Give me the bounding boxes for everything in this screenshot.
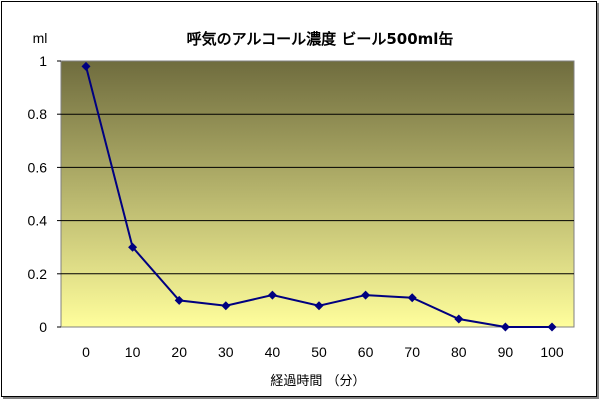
- y-axis-ticks: 0 0.2 0.4 0.6 0.8 1: [28, 53, 61, 335]
- data-point: [128, 242, 138, 252]
- x-tick-label: 20: [171, 344, 187, 360]
- y-tick-label: 0.4: [28, 213, 48, 229]
- y-tick-label: 0: [39, 319, 47, 335]
- gridlines: [61, 113, 574, 275]
- data-point: [81, 61, 91, 71]
- x-tick-label: 60: [358, 344, 374, 360]
- data-point: [314, 301, 324, 311]
- x-tick-label: 40: [265, 344, 281, 360]
- data-point: [454, 314, 464, 324]
- data-point: [221, 301, 231, 311]
- x-tick-label: 50: [311, 344, 327, 360]
- chart-title: 呼気のアルコール濃度 ビール500ml缶: [187, 30, 454, 48]
- x-axis-ticks: 0 10 20 30 40 50 60 70 80 90 100: [82, 344, 564, 360]
- x-tick-label: 80: [451, 344, 467, 360]
- y-tick-label: 0.8: [28, 106, 48, 122]
- data-point: [174, 295, 184, 305]
- y-tick-label: 1: [39, 53, 47, 69]
- data-point: [407, 293, 417, 303]
- x-tick-label: 70: [404, 344, 420, 360]
- data-point: [547, 322, 557, 332]
- data-point: [267, 290, 277, 300]
- x-tick-label: 100: [540, 344, 564, 360]
- y-tick-label: 0.6: [28, 159, 48, 175]
- x-tick-label: 10: [125, 344, 141, 360]
- x-tick-label: 90: [498, 344, 514, 360]
- plot-area: [60, 60, 575, 328]
- x-tick-label: 30: [218, 344, 234, 360]
- x-axis-title: 経過時間 （分）: [270, 374, 365, 389]
- x-tick-label: 0: [82, 344, 90, 360]
- series-group: [81, 61, 557, 332]
- y-tick-label: 0.2: [28, 266, 48, 282]
- data-point: [361, 290, 371, 300]
- y-axis-unit-label: ml: [33, 30, 48, 46]
- data-point: [500, 322, 510, 332]
